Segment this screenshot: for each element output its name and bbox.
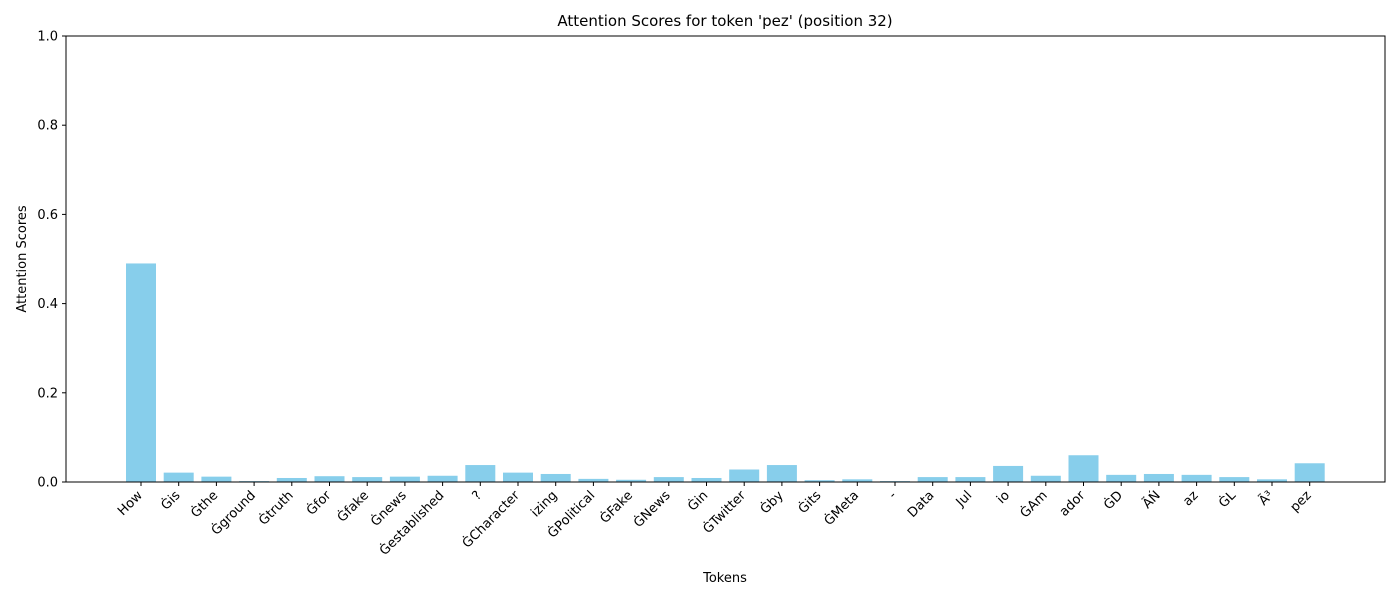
bar-21 (917, 477, 948, 482)
y-tick-label: 1.0 (37, 30, 58, 45)
bar-4 (276, 477, 307, 482)
bar-11 (540, 473, 571, 482)
bar-19 (842, 479, 873, 482)
bar-14 (653, 477, 684, 482)
bar-1 (163, 472, 194, 482)
plot-frame (65, 35, 1386, 483)
bar-18 (804, 480, 835, 482)
bar-13 (616, 479, 647, 482)
bar-10 (503, 472, 533, 482)
bar-9 (465, 465, 496, 482)
bar-7 (389, 476, 420, 482)
bar-24 (1030, 475, 1061, 482)
bar-29 (1219, 477, 1250, 482)
bar-6 (352, 477, 383, 482)
y-axis-label: Attention Scores (15, 205, 30, 313)
bar-26 (1106, 474, 1137, 482)
bar-23 (993, 465, 1024, 482)
bar-5 (314, 476, 345, 482)
bar-2 (201, 476, 232, 482)
bar-27 (1143, 473, 1174, 482)
y-tick-label: 0.8 (37, 119, 58, 134)
bar-12 (578, 478, 609, 482)
bars-group (126, 263, 1325, 482)
y-axis: 0.0 0.2 0.4 0.6 0.8 1.0 (37, 30, 66, 491)
y-tick-label: 0.0 (37, 476, 58, 491)
bar-8 (427, 475, 458, 482)
bar-17 (766, 465, 797, 482)
y-tick-label: 0.4 (37, 297, 58, 312)
bar-30 (1257, 479, 1287, 482)
bar-15 (691, 477, 722, 482)
y-tick-label: 0.6 (37, 208, 58, 223)
bar-22 (955, 477, 986, 482)
bar-28 (1181, 474, 1212, 482)
y-tick-label: 0.2 (37, 386, 58, 401)
bar-16 (729, 469, 760, 482)
bar-31 (1294, 463, 1325, 482)
x-axis-label: Tokens (702, 571, 747, 586)
bar-0 (126, 263, 156, 482)
bar-25 (1068, 455, 1099, 482)
chart-title: Attention Scores for token 'pez' (positi… (557, 12, 892, 30)
